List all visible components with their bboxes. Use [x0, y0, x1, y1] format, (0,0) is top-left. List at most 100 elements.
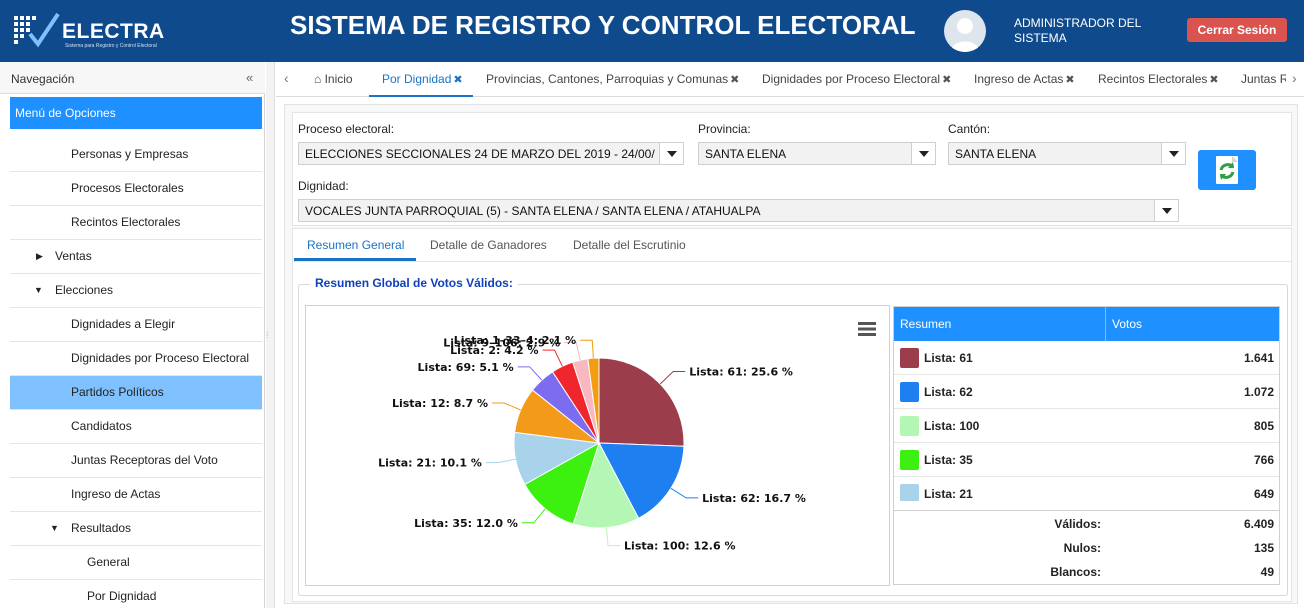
ballot-box-icon [14, 12, 60, 48]
sidebar-item-recintos-electorales[interactable]: Recintos Electorales [10, 206, 262, 240]
validos-value: 6.409 [1243, 517, 1274, 531]
grip-icon: ⁞ [266, 330, 269, 340]
tab-inicio[interactable]: ⌂ Inicio [314, 72, 353, 86]
label-connector [580, 339, 594, 359]
tab-dignidades-proceso[interactable]: Dignidades por Proceso Electoral ✖ [762, 72, 952, 86]
top-header: ELECTRA Sistema para Registro y Control … [0, 0, 1304, 62]
column-votos[interactable]: Votos [1112, 317, 1143, 331]
sidebar-item-candidatos[interactable]: Candidatos [10, 410, 262, 444]
table-body[interactable]: Lista: 61 1.641 Lista: 62 1.072 Lista: 100… [894, 341, 1279, 501]
dignidad-select[interactable]: VOCALES JUNTA PARROQUIAL (5) - SANTA ELE… [298, 199, 1179, 222]
collapse-sidebar-icon[interactable]: « [246, 70, 254, 85]
pie-slice[interactable] [598, 357, 685, 447]
table-row[interactable]: Lista: 62 1.072 [894, 375, 1279, 409]
sidebar-title: Navegación [11, 72, 75, 86]
chevron-down-icon[interactable] [1161, 143, 1185, 164]
close-tab-icon[interactable]: ✖ [942, 74, 952, 86]
tab-ingreso-actas[interactable]: Ingreso de Actas ✖ [974, 72, 1075, 86]
sidebar-menu: Personas y Empresas Procesos Electorales… [10, 138, 262, 608]
subtab-resumen-general[interactable]: Resumen General [307, 238, 405, 252]
sidebar-item-dignidades-elegir[interactable]: Dignidades a Elegir [10, 308, 262, 342]
pie-slice[interactable] [524, 441, 600, 525]
blancos-value: 49 [1260, 565, 1274, 579]
sidebar-item-partidos-politicos[interactable]: Partidos Políticos [10, 376, 262, 410]
tab-por-dignidad[interactable]: Por Dignidad ✖ [382, 72, 463, 86]
canton-label: Cantón: [948, 122, 991, 136]
tab-provincias[interactable]: Provincias, Cantones, Parroquias y Comun… [486, 72, 740, 86]
chevron-left-icon[interactable]: ‹ [284, 70, 289, 86]
close-tab-icon[interactable]: ✖ [1065, 74, 1075, 86]
color-swatch [900, 484, 919, 501]
refresh-button[interactable] [1198, 150, 1256, 190]
fieldset-title: Resumen Global de Votos Válidos: [310, 276, 518, 290]
sidebar-item-procesos-electorales[interactable]: Procesos Electorales [10, 172, 262, 206]
data-label: Lista: 12: 8.7 % [392, 397, 488, 410]
validos-label: Válidos: [1054, 517, 1101, 531]
table-row[interactable]: Lista: 100 805 [894, 409, 1279, 443]
table-row[interactable]: Lista: 61 1.641 [894, 341, 1279, 375]
table-row[interactable]: Lista: 21 649 [894, 477, 1279, 501]
blancos-label: Blancos: [1050, 565, 1101, 579]
close-tab-icon[interactable]: ✖ [1209, 74, 1219, 86]
user-avatar-icon[interactable] [944, 10, 986, 52]
tab-juntas[interactable]: Juntas R [1241, 72, 1286, 86]
sidebar-item-juntas-receptoras[interactable]: Juntas Receptoras del Voto [10, 444, 262, 478]
user-name: ADMINISTRADOR DEL SISTEMA [1014, 16, 1141, 45]
hamburger-menu-icon[interactable] [858, 322, 876, 336]
sidebar-item-ingreso-actas[interactable]: Ingreso de Actas [10, 478, 262, 512]
sidebar-splitter[interactable]: ⁞ [266, 62, 275, 608]
sidebar-item-resultados[interactable]: ▼ Resultados [10, 512, 262, 546]
color-swatch [900, 416, 919, 436]
sidebar-item-ventas[interactable]: ▶ Ventas [10, 240, 262, 274]
nulos-value: 135 [1253, 541, 1274, 555]
menu-title[interactable]: Menú de Opciones [10, 97, 262, 129]
subtab-detalle-ganadores[interactable]: Detalle de Ganadores [430, 238, 547, 252]
active-tab-indicator [369, 95, 473, 97]
data-label: Lista: 61: 25.6 % [689, 366, 793, 379]
electra-logo: ELECTRA Sistema para Registro y Control … [12, 10, 164, 54]
caret-right-icon: ▶ [36, 251, 43, 261]
sidebar-item-elecciones[interactable]: ▼ Elecciones [10, 274, 262, 308]
label-connector [670, 487, 699, 499]
data-label: Lista: 62: 16.7 % [702, 492, 806, 505]
result-subtabs: Resumen General Detalle de Ganadores Det… [292, 228, 1292, 262]
refresh-icon [1216, 156, 1238, 184]
logout-button[interactable]: Cerrar Sesión [1187, 18, 1287, 42]
table-header: Resumen Votos [894, 307, 1279, 341]
data-label: Lista: 2: 4.2 % [450, 344, 538, 357]
chevron-down-icon[interactable] [911, 143, 935, 164]
pie-slice[interactable] [572, 441, 640, 529]
label-connector [605, 527, 621, 547]
canton-select[interactable]: SANTA ELENA [948, 142, 1186, 165]
sidebar-header: Navegación « [0, 62, 265, 94]
data-label: Lista: 100: 12.6 % [624, 540, 735, 553]
chevron-down-icon[interactable] [1154, 200, 1178, 221]
data-label: Lista: 35: 12.0 % [414, 517, 518, 530]
label-connector [492, 402, 521, 411]
data-label: Lista: 21: 10.1 % [378, 457, 482, 470]
active-subtab-indicator [294, 258, 416, 261]
close-tab-icon[interactable]: ✖ [453, 74, 463, 86]
provincia-select[interactable]: SANTA ELENA [698, 142, 936, 165]
sidebar-item-por-dignidad[interactable]: Por Dignidad [10, 580, 262, 608]
data-label: Lista: 69: 5.1 % [418, 361, 514, 374]
subtab-detalle-escrutinio[interactable]: Detalle del Escrutinio [573, 238, 686, 252]
navigation-sidebar: Navegación « Menú de Opciones Personas y… [0, 62, 265, 608]
label-connector [521, 508, 546, 524]
votes-pie-chart: Lista: 61: 25.6 % Lista: 62: 16.7 % Lista:… [305, 305, 890, 586]
label-connector [564, 342, 581, 361]
chevron-down-icon[interactable] [659, 143, 683, 164]
column-resumen[interactable]: Resumen [900, 317, 952, 331]
tab-recintos[interactable]: Recintos Electorales ✖ [1098, 72, 1219, 86]
data-label: Lista: 1–33–4: 2.1 % [454, 334, 576, 347]
table-row[interactable]: Lista: 35 766 [894, 443, 1279, 477]
proceso-select[interactable]: ELECCIONES SECCIONALES 24 DE MARZO DEL 2… [298, 142, 684, 165]
chevron-right-icon[interactable]: › [1292, 70, 1297, 86]
sidebar-item-general[interactable]: General [10, 546, 262, 580]
caret-down-icon: ▼ [50, 523, 59, 533]
provincia-label: Provincia: [698, 122, 751, 136]
close-tab-icon[interactable]: ✖ [730, 74, 740, 86]
sidebar-item-personas-empresas[interactable]: Personas y Empresas [10, 138, 262, 172]
resumen-fieldset [298, 284, 1288, 596]
sidebar-item-dignidades-proceso[interactable]: Dignidades por Proceso Electoral [10, 342, 262, 376]
